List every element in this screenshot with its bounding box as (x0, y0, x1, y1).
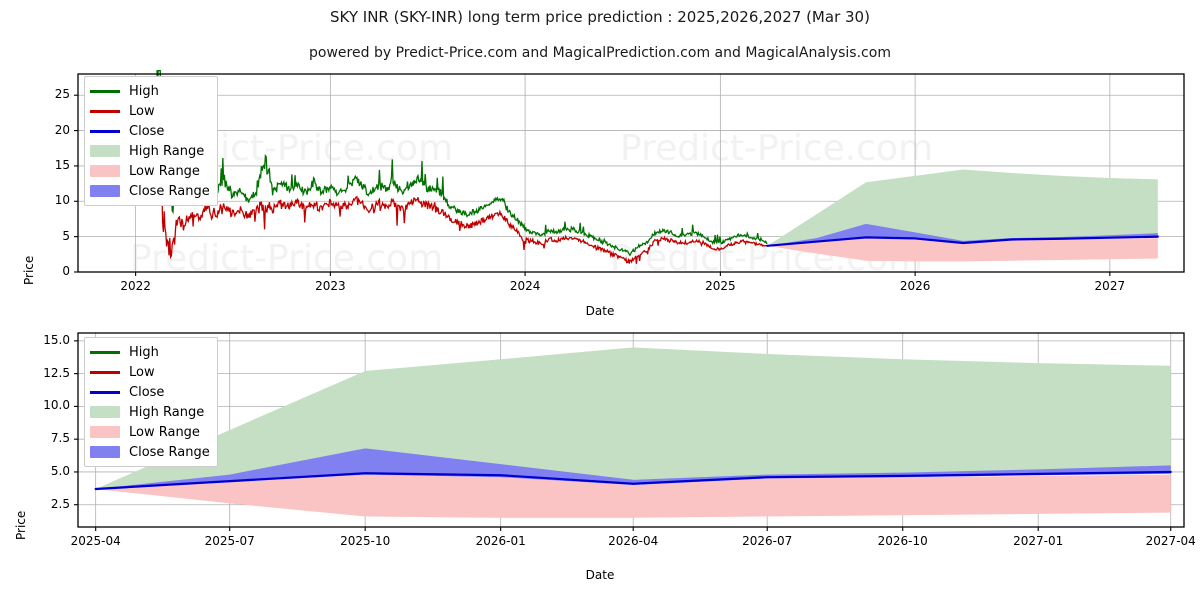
legend-item-label: Low Range (129, 163, 200, 179)
legend-item: Low (90, 101, 210, 121)
x-tick-label: 2027-01 (1013, 534, 1064, 548)
x-tick-label: 2026-07 (742, 534, 793, 548)
legend-item: High (90, 342, 210, 362)
close-range-band (95, 448, 1171, 489)
bottom-chart-y-axis-label: Price (14, 510, 28, 540)
legend-item-label: Close Range (129, 444, 210, 460)
y-tick-label: 2.5 (50, 496, 70, 511)
historical-low-line (156, 120, 768, 264)
bottom-chart-x-axis-label: Date (585, 568, 615, 582)
y-tick-label: 10 (54, 193, 70, 208)
x-tick-label: 2026-10 (877, 534, 928, 548)
y-tick-label: 25 (54, 87, 70, 102)
x-tick-label: 2027 (1094, 279, 1126, 293)
legend-item-label: High Range (129, 143, 205, 159)
legend-high-range-swatch-icon (90, 145, 120, 157)
y-tick-label: 15.0 (43, 332, 70, 347)
legend-low-range-swatch-icon (90, 426, 120, 438)
x-tick-label: 2025 (705, 279, 736, 293)
top-chart-legend[interactable]: High Low Close High Range Low Range Close Ran… (84, 76, 218, 206)
close-forecast-line (94, 470, 1172, 491)
x-tick-label: 2026-01 (475, 534, 526, 548)
legend-item: High (90, 81, 210, 101)
bottom-chart-legend[interactable]: High Low Close High Range Low Range Close Ran… (84, 337, 218, 467)
legend-high-swatch-icon (90, 89, 120, 93)
legend-high-swatch-icon (90, 350, 120, 354)
x-tick-label: 2026 (899, 279, 931, 293)
x-tick-label: 2026-04 (608, 534, 659, 548)
x-tick-label: 2027-04 (1145, 534, 1196, 548)
x-tick-label: 2025-04 (70, 534, 121, 548)
bottom-chart-panel: Price Date Predict-Price.comPredict-Pric… (0, 325, 1200, 590)
legend-item-label: High (129, 344, 159, 360)
low-range-band (767, 238, 1158, 262)
x-tick-label: 2025-10 (340, 534, 391, 548)
legend-item-label: High (129, 83, 159, 99)
legend-item-label: High Range (129, 404, 205, 420)
legend-close-range-swatch-icon (90, 446, 120, 458)
legend-close-swatch-icon (90, 390, 120, 394)
legend-item-label: Low Range (129, 424, 200, 440)
legend-high-range-swatch-icon (90, 406, 120, 418)
close-forecast-line (766, 235, 1159, 247)
legend-item: High Range (90, 402, 210, 422)
legend-close-range-swatch-icon (90, 185, 120, 197)
top-chart-panel: Price Date Predict-Price.com Predict-Pric… (0, 70, 1200, 320)
top-chart-plot: Predict-Price.com Predict-Price.comPredic… (74, 70, 1185, 279)
x-tick-label: 2024 (509, 279, 541, 293)
y-tick-label: 5 (62, 228, 70, 243)
y-tick-label: 10.0 (43, 398, 70, 413)
low-range-band (95, 474, 1171, 518)
legend-item: Close Range (90, 181, 210, 201)
y-tick-label: 0 (62, 264, 70, 278)
y-tick-label: 12.5 (43, 365, 70, 380)
y-tick-label: 5.0 (50, 463, 70, 478)
legend-item-label: Low (129, 103, 155, 119)
y-tick-label: 20 (54, 122, 70, 137)
legend-item-label: Close (129, 384, 165, 400)
top-chart-x-axis-label: Date (585, 304, 615, 318)
legend-item-label: Close (129, 123, 165, 139)
watermark: Predict-Price.com (620, 128, 933, 169)
legend-item: High Range (90, 141, 210, 161)
legend-item: Close (90, 121, 210, 141)
plot-frame (77, 73, 1185, 273)
legend-low-range-swatch-icon (90, 165, 120, 177)
legend-item: Low (90, 362, 210, 382)
legend-low-swatch-icon (90, 370, 120, 374)
legend-item: Low Range (90, 161, 210, 181)
legend-item: Low Range (90, 422, 210, 442)
legend-low-swatch-icon (90, 109, 120, 113)
page-title: SKY INR (SKY-INR) long term price predic… (330, 8, 870, 26)
watermark: Predict-Price.com (130, 238, 443, 279)
legend-item: Close Range (90, 442, 210, 462)
legend-item: Close (90, 382, 210, 402)
y-tick-label: 7.5 (50, 431, 70, 446)
y-tick-label: 15 (54, 157, 70, 172)
legend-close-swatch-icon (90, 129, 120, 133)
historical-high-line (156, 70, 768, 257)
x-tick-label: 2023 (315, 279, 346, 293)
legend-item-label: Close Range (129, 183, 210, 199)
x-tick-label: 2022 (120, 279, 151, 293)
x-tick-label: 2025-07 (204, 534, 255, 548)
plot-frame (77, 332, 1185, 528)
legend-item-label: Low (129, 364, 155, 380)
close-range-band (767, 223, 1158, 246)
page-subtitle: powered by Predict-Price.com and Magical… (309, 45, 891, 61)
